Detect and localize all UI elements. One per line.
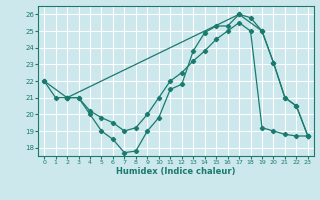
- X-axis label: Humidex (Indice chaleur): Humidex (Indice chaleur): [116, 167, 236, 176]
